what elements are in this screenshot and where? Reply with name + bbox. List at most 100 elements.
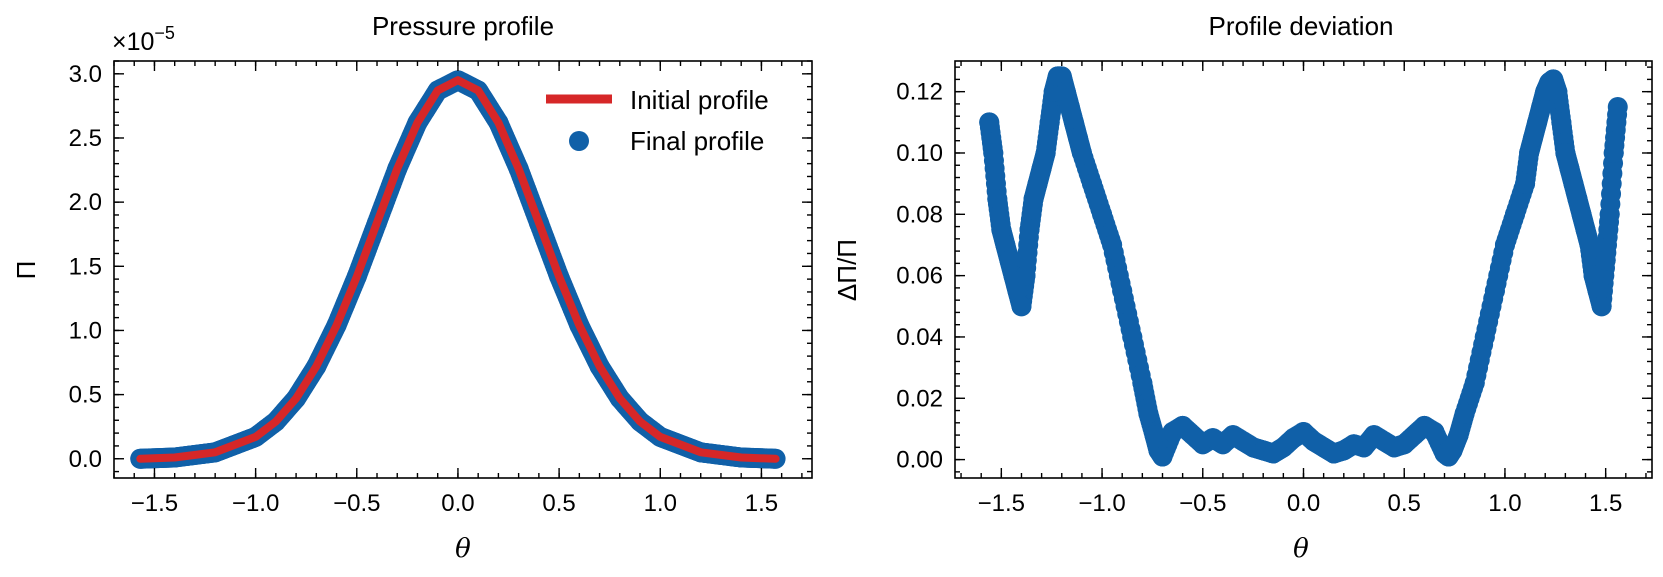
deviation-point bbox=[1027, 173, 1048, 194]
deviation-point bbox=[1102, 234, 1123, 255]
right-xtick-label: 0.0 bbox=[1287, 490, 1320, 517]
left-xtick-label: −0.5 bbox=[333, 490, 380, 517]
deviation-point bbox=[1579, 234, 1600, 255]
deviation-point bbox=[1519, 142, 1540, 163]
deviation-point bbox=[1031, 158, 1052, 179]
deviation-point bbox=[1454, 403, 1475, 424]
deviation-point bbox=[1035, 142, 1056, 163]
deviation-point bbox=[1144, 425, 1165, 446]
deviation-point bbox=[1015, 265, 1036, 286]
legend-label-final: Final profile bbox=[630, 126, 764, 156]
deviation-point bbox=[1122, 326, 1143, 347]
deviation-point bbox=[1603, 142, 1624, 163]
deviation-point bbox=[1132, 372, 1153, 393]
deviation-point bbox=[1494, 234, 1515, 255]
deviation-point bbox=[1059, 96, 1080, 117]
deviation-point bbox=[1051, 66, 1072, 87]
right-ytick-label: 0.12 bbox=[896, 79, 943, 106]
deviation-point bbox=[1575, 219, 1596, 240]
left-axes: −1.5 −1.0 −0.5 0.0 0.5 1.0 1.5 0.0 0.5 1.0 1.5 2.0 2… bbox=[69, 60, 812, 517]
left-xtick-label: 1.0 bbox=[644, 490, 677, 517]
deviation-point bbox=[1007, 280, 1028, 301]
deviation-point bbox=[1464, 372, 1485, 393]
deviation-point bbox=[1484, 280, 1505, 301]
deviation-point bbox=[1523, 127, 1544, 148]
right-xlabel: θ bbox=[1293, 534, 1309, 564]
right-xtick-label: 0.5 bbox=[1388, 490, 1421, 517]
deviation-point bbox=[1474, 326, 1495, 347]
left-ytick-label: 2.0 bbox=[69, 189, 102, 216]
right-axes: −1.5 −1.0 −0.5 0.0 0.5 1.0 1.5 0.00 0.02 0.04 0.06… bbox=[896, 61, 1652, 517]
right-xtick-label: −0.5 bbox=[1179, 490, 1226, 517]
left-xtick-label: 0.5 bbox=[542, 490, 575, 517]
left-ytick-label: 0.0 bbox=[69, 446, 102, 473]
deviation-point bbox=[1112, 280, 1133, 301]
deviation-point bbox=[1019, 219, 1040, 240]
deviation-point bbox=[1599, 204, 1620, 225]
deviation-point bbox=[1607, 96, 1628, 117]
deviation-point bbox=[987, 188, 1008, 209]
left-offset-label: ×10−5 bbox=[112, 23, 175, 56]
deviation-point bbox=[1039, 112, 1060, 133]
initial-profile-line bbox=[136, 76, 780, 463]
right-ytick-label: 0.00 bbox=[896, 447, 943, 474]
deviation-point bbox=[1571, 204, 1592, 225]
left-panel: Pressure profile ×10−5 −1.5 −1.0 −0.5 0.0 0.… bbox=[11, 11, 813, 564]
right-title: Profile deviation bbox=[1209, 11, 1394, 41]
left-legend: Initial profile Final profile bbox=[546, 85, 769, 156]
deviation-point bbox=[1063, 112, 1084, 133]
right-ytick-label: 0.10 bbox=[896, 140, 943, 167]
right-xtick-label: 1.5 bbox=[1589, 490, 1622, 517]
left-ytick-label: 1.0 bbox=[69, 317, 102, 344]
deviation-point bbox=[1152, 446, 1173, 467]
deviation-point bbox=[1515, 173, 1536, 194]
left-offset-exponent: −5 bbox=[154, 23, 175, 43]
deviation-point bbox=[1587, 280, 1608, 301]
deviation-point bbox=[1092, 204, 1113, 225]
left-xtick-label: −1.5 bbox=[131, 490, 178, 517]
deviation-point bbox=[983, 142, 1004, 163]
left-ytick-label: 2.5 bbox=[69, 125, 102, 152]
left-ylabel: Π bbox=[11, 261, 41, 280]
deviation-point bbox=[1424, 422, 1445, 443]
deviation-point bbox=[1555, 142, 1576, 163]
deviation-point bbox=[1011, 296, 1032, 317]
deviation-point bbox=[1531, 96, 1552, 117]
left-ytick-label: 0.5 bbox=[69, 382, 102, 409]
left-xtick-label: −1.0 bbox=[232, 490, 279, 517]
left-plot-area bbox=[130, 70, 786, 469]
right-axes-frame bbox=[954, 60, 1653, 479]
right-ytick-label: 0.06 bbox=[896, 263, 943, 290]
left-axes-frame bbox=[113, 60, 813, 479]
left-ytick-label: 3.0 bbox=[69, 61, 102, 88]
deviation-point bbox=[1067, 127, 1088, 148]
deviation-point bbox=[1071, 142, 1092, 163]
deviation-point bbox=[1527, 112, 1548, 133]
deviation-point bbox=[1559, 158, 1580, 179]
deviation-point bbox=[1055, 81, 1076, 102]
deviation-point bbox=[1595, 250, 1616, 271]
left-title: Pressure profile bbox=[372, 11, 554, 41]
deviation-point bbox=[1583, 265, 1604, 286]
deviation-point bbox=[1567, 188, 1588, 209]
deviation-point bbox=[1023, 188, 1044, 209]
right-ytick-label: 0.08 bbox=[896, 201, 943, 228]
right-xtick-label: 1.0 bbox=[1488, 490, 1521, 517]
right-ytick-label: 0.04 bbox=[896, 324, 943, 351]
left-offset-base: ×10 bbox=[112, 28, 154, 56]
left-xtick-label: 1.5 bbox=[745, 490, 778, 517]
deviation-point bbox=[1442, 440, 1463, 461]
deviation-point bbox=[1505, 204, 1526, 225]
right-xtick-label: −1.0 bbox=[1078, 490, 1125, 517]
right-panel: Profile deviation −1.5 −1.0 −0.5 0.0 0.5 1.0 1… bbox=[832, 11, 1653, 564]
deviation-point bbox=[1547, 81, 1568, 102]
deviation-point bbox=[1138, 403, 1159, 424]
deviation-point bbox=[1591, 296, 1612, 317]
deviation-point bbox=[1448, 425, 1469, 446]
deviation-point bbox=[995, 234, 1016, 255]
deviation-point bbox=[1563, 173, 1584, 194]
left-xtick-label: 0.0 bbox=[441, 490, 474, 517]
legend-label-initial: Initial profile bbox=[630, 85, 769, 115]
deviation-point bbox=[1551, 112, 1572, 133]
left-xlabel: θ bbox=[455, 534, 471, 564]
